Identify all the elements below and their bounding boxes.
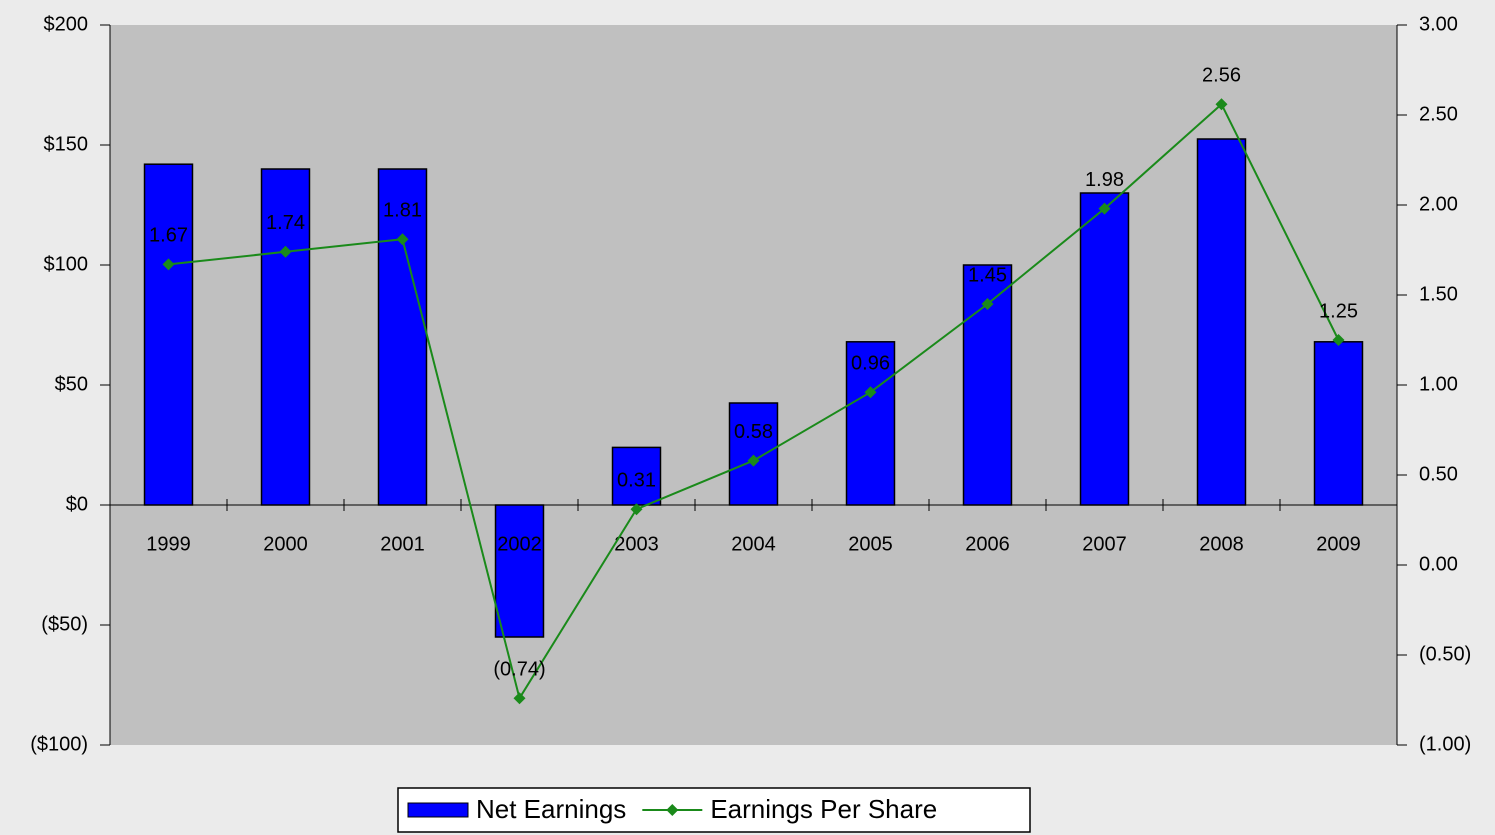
data-label: 1.45 [968, 264, 1007, 286]
y-tick-label: $200 [44, 13, 89, 35]
legend-swatch [407, 802, 469, 818]
y-tick-label: ($100) [30, 733, 88, 755]
x-tick-label: 2006 [965, 533, 1010, 555]
x-tick-label: 2008 [1199, 533, 1244, 555]
bar [1079, 192, 1130, 506]
y-tick-label: $150 [44, 133, 89, 155]
data-label: 2.56 [1202, 64, 1241, 86]
marker [981, 298, 994, 310]
data-label: 0.31 [617, 469, 656, 491]
plot-area [110, 25, 1397, 745]
data-label: 1.67 [149, 225, 188, 247]
y2-tick-label: 2.50 [1419, 103, 1458, 125]
y-tick-label: $0 [66, 493, 88, 515]
y2-tick-label: (0.50) [1419, 643, 1471, 665]
marker [396, 233, 409, 246]
data-label: 1.98 [1085, 169, 1124, 191]
marker [1332, 334, 1345, 346]
data-label: 1.81 [383, 199, 422, 221]
x-tick-label: 2003 [614, 533, 659, 555]
x-tick-label: 2005 [848, 533, 893, 555]
data-label: 1.74 [266, 212, 305, 234]
marker [279, 245, 292, 258]
data-label: (0.74) [493, 658, 545, 680]
bar [143, 163, 194, 506]
data-label: 1.25 [1319, 300, 1358, 322]
x-tick-label: 2007 [1082, 533, 1127, 555]
bar [1196, 138, 1247, 506]
legend [397, 787, 1031, 833]
y2-tick-label: 2.00 [1419, 193, 1458, 215]
marker [864, 386, 877, 399]
marker [630, 503, 643, 516]
bar [1313, 341, 1364, 506]
bar [494, 504, 545, 638]
y2-tick-label: 0.00 [1419, 553, 1458, 575]
y2-tick-label: 1.50 [1419, 283, 1458, 305]
x-tick-label: 2000 [263, 533, 308, 555]
y-tick-label: ($50) [41, 613, 88, 635]
data-label: 0.58 [734, 421, 773, 443]
marker [1215, 98, 1228, 111]
legend-marker [666, 804, 679, 816]
bar [728, 402, 779, 506]
x-tick-label: 2004 [731, 533, 776, 555]
y2-tick-label: 3.00 [1419, 13, 1458, 35]
y2-tick-label: (1.00) [1419, 733, 1471, 755]
marker [1098, 202, 1111, 215]
y2-tick-label: 1.00 [1419, 373, 1458, 395]
marker [162, 258, 175, 271]
y-tick-label: $50 [55, 373, 88, 395]
bar [845, 341, 896, 506]
bar [611, 446, 662, 506]
marker [513, 692, 526, 705]
x-tick-label: 2002 [497, 533, 542, 555]
x-tick-label: 2009 [1316, 533, 1361, 555]
legend-label: Earnings Per Share [710, 794, 937, 824]
x-tick-label: 1999 [146, 533, 191, 555]
data-label: 0.96 [851, 352, 890, 374]
x-tick-label: 2001 [380, 533, 425, 555]
bar [260, 168, 311, 506]
y-tick-label: $100 [44, 253, 89, 275]
legend-label: Net Earnings [476, 794, 626, 824]
marker [747, 454, 760, 467]
y2-tick-label: 0.50 [1419, 463, 1458, 485]
